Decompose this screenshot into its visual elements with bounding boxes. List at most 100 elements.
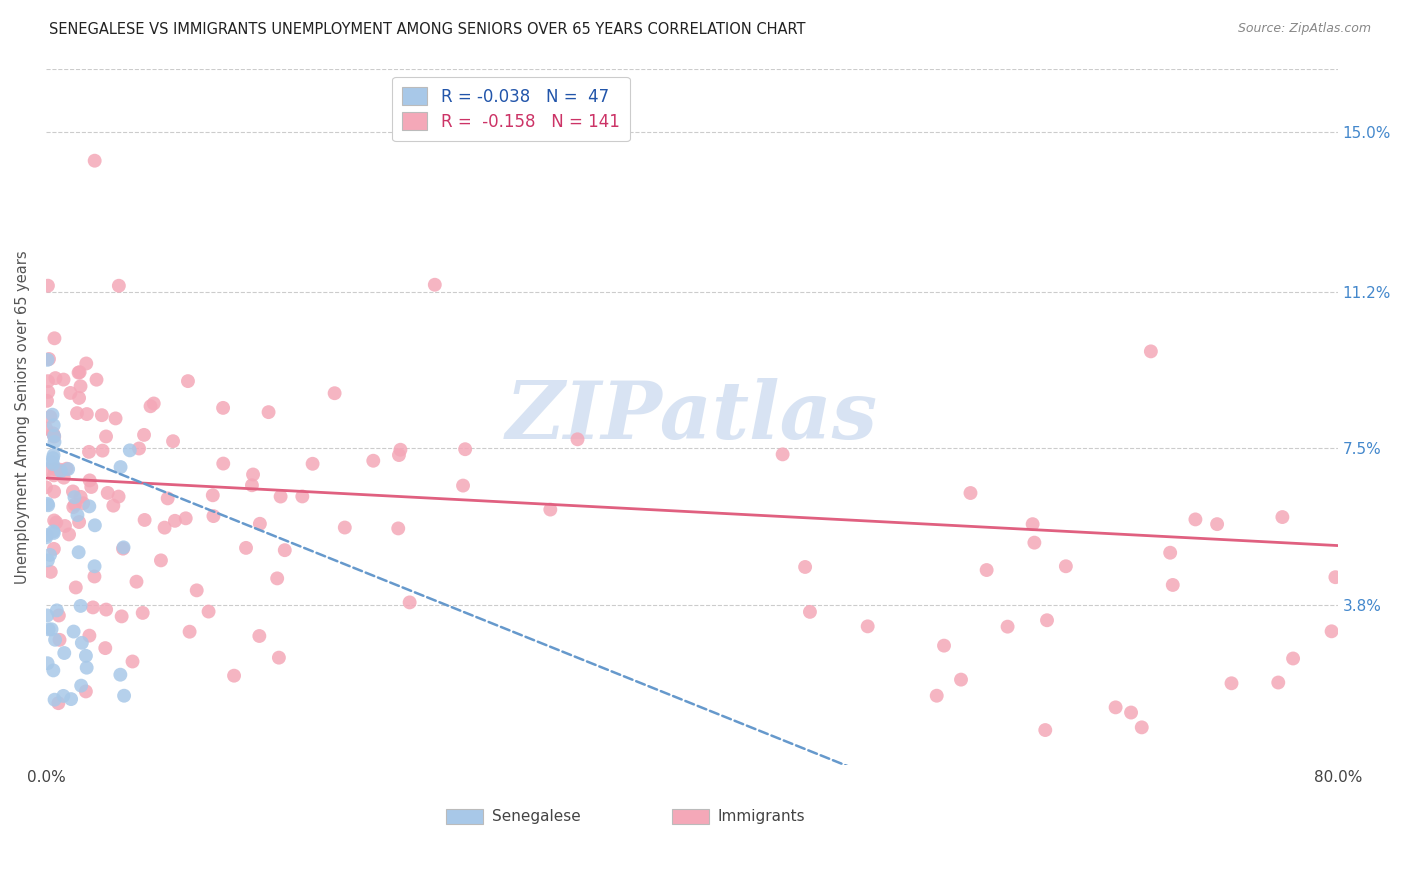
FancyBboxPatch shape [447,809,482,824]
Point [423,277,446,292]
Point [76,407,98,421]
Point [44,462,66,476]
Point [38,351,60,366]
Point [83,153,105,168]
Point [794,560,817,574]
Point [361,454,384,468]
Point [37,553,59,567]
Point [37,608,59,623]
Point [134,513,156,527]
Point [67,545,90,559]
Point [80,480,103,494]
Point [389,442,412,457]
Point [66,508,89,522]
Point [44,429,66,443]
Point [212,457,235,471]
Point [153,521,176,535]
Text: ZIPatlas: ZIPatlas [506,378,877,456]
Point [1104,700,1126,714]
Point [110,460,132,475]
Point [37,657,59,671]
Point [41,622,63,636]
Point [1320,624,1343,639]
Point [104,411,127,425]
Point [86,373,108,387]
Point [79,500,101,514]
Point [111,609,134,624]
Point [62,500,84,515]
Point [976,563,998,577]
Point [451,478,474,492]
Point [454,442,477,457]
Point [97,486,120,500]
Point [174,511,197,525]
Point [91,443,114,458]
Point [125,574,148,589]
Point [79,629,101,643]
Point [94,602,117,616]
Point [37,352,59,367]
Point [108,278,131,293]
Point [1206,517,1229,532]
Point [107,490,129,504]
Point [162,434,184,449]
Point [37,462,59,476]
Point [42,664,65,678]
Point [42,524,65,539]
Y-axis label: Unemployment Among Seniors over 65 years: Unemployment Among Seniors over 65 years [15,250,30,583]
Point [323,386,346,401]
Point [1282,651,1305,665]
Legend: R = -0.038   N =  47, R =  -0.158   N = 141: R = -0.038 N = 47, R = -0.158 N = 141 [392,77,630,141]
Point [69,599,91,613]
Point [128,442,150,456]
Point [112,541,135,555]
Point [1021,517,1043,532]
Point [44,513,66,527]
Point [67,391,90,405]
Point [222,668,245,682]
Point [48,632,70,647]
Point [567,432,589,446]
Point [35,480,58,494]
Point [925,689,948,703]
Point [67,366,90,380]
Point [267,650,290,665]
Point [177,374,200,388]
Point [69,379,91,393]
Point [149,553,172,567]
Point [90,408,112,422]
FancyBboxPatch shape [672,809,709,824]
Point [35,422,58,436]
Point [75,648,97,663]
Point [41,455,63,469]
Point [274,543,297,558]
Point [112,689,135,703]
Point [35,530,58,544]
Point [37,374,59,388]
Point [186,583,208,598]
Point [37,498,59,512]
Point [37,497,59,511]
Point [932,639,955,653]
Point [856,619,879,633]
Point [201,488,224,502]
Point [94,641,117,656]
Point [52,689,75,703]
Point [63,498,86,512]
Point [1033,723,1056,737]
Point [1324,570,1347,584]
Point [1130,720,1153,734]
Point [118,443,141,458]
Point [950,673,973,687]
Point [82,600,104,615]
Point [39,548,62,562]
Point [58,527,80,541]
Point [69,490,91,504]
Point [772,447,794,461]
Point [42,429,65,443]
Point [52,373,75,387]
Point [103,499,125,513]
Point [42,526,65,541]
Point [42,541,65,556]
Point [1184,512,1206,526]
